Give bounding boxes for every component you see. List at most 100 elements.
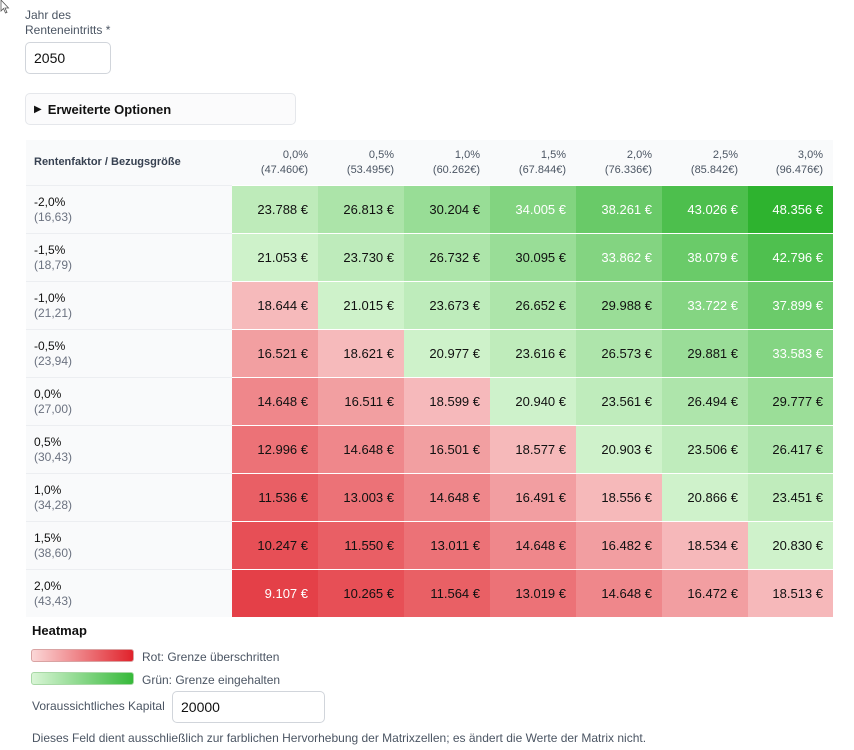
matrix-cell[interactable]: 23.451 € [748, 473, 833, 522]
pension-matrix-table: Rentenfaktor / Bezugsgröße 0,0% (47.460€)… [26, 140, 833, 617]
matrix-cell[interactable]: 26.813 € [318, 185, 404, 234]
row-rate: -2,0% [34, 194, 66, 209]
matrix-cell[interactable]: 11.536 € [232, 473, 318, 522]
matrix-row: 0,5% (30,43) 12.996 €14.648 €16.501 €18.57… [26, 425, 833, 474]
matrix-cell[interactable]: 33.862 € [576, 233, 662, 282]
matrix-cell[interactable]: 13.011 € [404, 521, 490, 570]
mouse-cursor-icon [0, 0, 10, 14]
matrix-cell[interactable]: 9.107 € [232, 569, 318, 617]
matrix-header-row: Rentenfaktor / Bezugsgröße 0,0% (47.460€)… [26, 140, 833, 186]
matrix-cell[interactable]: 16.501 € [404, 425, 490, 474]
row-header: 2,0% (43,43) [26, 569, 232, 617]
matrix-cell[interactable]: 16.472 € [662, 569, 748, 617]
matrix-cell[interactable]: 43.026 € [662, 185, 748, 234]
matrix-cell[interactable]: 26.573 € [576, 329, 662, 378]
column-base: (96.476€) [775, 163, 823, 176]
matrix-cell[interactable]: 14.648 € [318, 425, 404, 474]
matrix-cell[interactable]: 18.621 € [318, 329, 404, 378]
column-base: (76.336€) [604, 163, 652, 176]
matrix-cell[interactable]: 11.564 € [404, 569, 490, 617]
matrix-cell[interactable]: 21.015 € [318, 281, 404, 330]
row-factor: (27,00) [34, 401, 73, 416]
matrix-cell[interactable]: 23.673 € [404, 281, 490, 330]
matrix-cell[interactable]: 20.866 € [662, 473, 748, 522]
matrix-cell[interactable]: 20.903 € [576, 425, 662, 474]
row-factor: (21,21) [34, 305, 73, 320]
matrix-cell[interactable]: 30.204 € [404, 185, 490, 234]
matrix-cell[interactable]: 18.644 € [232, 281, 318, 330]
matrix-cell[interactable]: 11.550 € [318, 521, 404, 570]
column-header: 0,0% (47.460€) [232, 140, 318, 186]
matrix-cell[interactable]: 23.730 € [318, 233, 404, 282]
column-rate: 1,5% [540, 148, 566, 161]
matrix-cell[interactable]: 12.996 € [232, 425, 318, 474]
matrix-cell[interactable]: 29.881 € [662, 329, 748, 378]
matrix-cell[interactable]: 34.005 € [490, 185, 576, 234]
advanced-options-toggle[interactable]: ▶ Erweiterte Optionen [25, 93, 296, 125]
matrix-cell[interactable]: 42.796 € [748, 233, 833, 282]
matrix-cell[interactable]: 16.511 € [318, 377, 404, 426]
matrix-cell[interactable]: 13.019 € [490, 569, 576, 617]
column-rate: 0,0% [282, 148, 308, 161]
row-header: -2,0% (16,63) [26, 185, 232, 234]
matrix-cell[interactable]: 14.648 € [490, 521, 576, 570]
matrix-cell[interactable]: 10.265 € [318, 569, 404, 617]
matrix-cell[interactable]: 16.491 € [490, 473, 576, 522]
matrix-cell[interactable]: 26.417 € [748, 425, 833, 474]
row-factor: (30,43) [34, 449, 73, 464]
matrix-cell[interactable]: 10.247 € [232, 521, 318, 570]
matrix-cell[interactable]: 29.777 € [748, 377, 833, 426]
row-rate: -1,5% [34, 242, 66, 257]
column-rate: 3,0% [797, 148, 823, 161]
row-rate: -0,5% [34, 338, 66, 353]
matrix-cell[interactable]: 14.648 € [232, 377, 318, 426]
red-legend-label: Rot: Grenze überschritten [142, 650, 280, 664]
matrix-cell[interactable]: 21.053 € [232, 233, 318, 282]
matrix-cell[interactable]: 26.652 € [490, 281, 576, 330]
column-rate: 2,0% [626, 148, 652, 161]
matrix-cell[interactable]: 29.988 € [576, 281, 662, 330]
matrix-cell[interactable]: 30.095 € [490, 233, 576, 282]
row-header: -0,5% (23,94) [26, 329, 232, 378]
matrix-cell[interactable]: 16.521 € [232, 329, 318, 378]
row-rate: 1,0% [34, 482, 62, 497]
matrix-cell[interactable]: 23.788 € [232, 185, 318, 234]
matrix-cell[interactable]: 13.003 € [318, 473, 404, 522]
matrix-cell[interactable]: 18.577 € [490, 425, 576, 474]
row-rate: 0,0% [34, 386, 62, 401]
row-header: 0,0% (27,00) [26, 377, 232, 426]
matrix-cell[interactable]: 33.583 € [748, 329, 833, 378]
matrix-row: -0,5% (23,94) 16.521 €18.621 €20.977 €23.6… [26, 329, 833, 378]
advanced-options-label: Erweiterte Optionen [47, 101, 172, 117]
capital-input[interactable] [172, 691, 325, 723]
matrix-cell[interactable]: 20.940 € [490, 377, 576, 426]
matrix-cell[interactable]: 14.648 € [576, 569, 662, 617]
column-rate: 2,5% [712, 148, 738, 161]
matrix-row: 0,0% (27,00) 14.648 €16.511 €18.599 €20.94… [26, 377, 833, 426]
matrix-cell[interactable]: 18.534 € [662, 521, 748, 570]
matrix-cell[interactable]: 16.482 € [576, 521, 662, 570]
matrix-cell[interactable]: 18.599 € [404, 377, 490, 426]
matrix-cell[interactable]: 38.261 € [576, 185, 662, 234]
matrix-cell[interactable]: 20.977 € [404, 329, 490, 378]
matrix-cell[interactable]: 23.506 € [662, 425, 748, 474]
matrix-cell[interactable]: 37.899 € [748, 281, 833, 330]
matrix-cell[interactable]: 14.648 € [404, 473, 490, 522]
matrix-cell[interactable]: 23.561 € [576, 377, 662, 426]
matrix-cell[interactable]: 20.830 € [748, 521, 833, 570]
column-rate: 0,5% [368, 148, 394, 161]
capital-label: Voraussichtliches Kapital [32, 699, 165, 713]
row-rate: -1,0% [34, 290, 66, 305]
column-header: 2,5% (85.842€) [662, 140, 748, 186]
matrix-cell[interactable]: 26.732 € [404, 233, 490, 282]
retirement-year-input[interactable] [25, 42, 111, 74]
row-header: 1,5% (38,60) [26, 521, 232, 570]
matrix-cell[interactable]: 18.556 € [576, 473, 662, 522]
matrix-cell[interactable]: 23.616 € [490, 329, 576, 378]
matrix-cell[interactable]: 33.722 € [662, 281, 748, 330]
matrix-cell[interactable]: 26.494 € [662, 377, 748, 426]
matrix-cell[interactable]: 48.356 € [748, 185, 833, 234]
matrix-cell[interactable]: 38.079 € [662, 233, 748, 282]
matrix-cell[interactable]: 18.513 € [748, 569, 833, 617]
matrix-row: 2,0% (43,43) 9.107 €10.265 €11.564 €13.019… [26, 569, 833, 617]
